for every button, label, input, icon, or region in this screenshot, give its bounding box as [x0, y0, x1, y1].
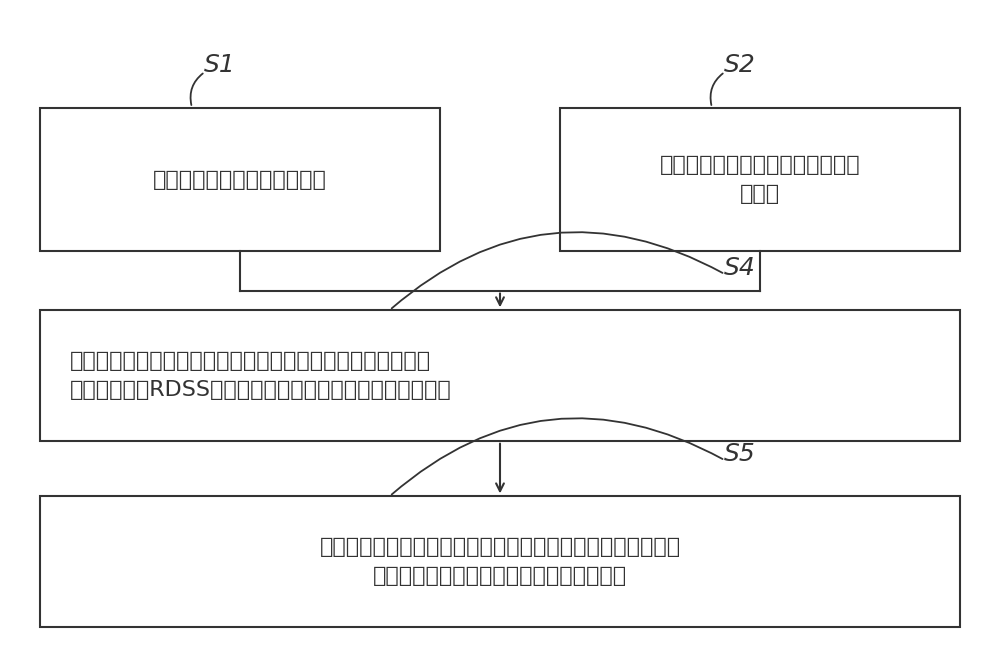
Bar [40, 108, 440, 251]
Text: 实时采集射线装置的位置信息和运
行参数: 实时采集射线装置的位置信息和运 行参数 [660, 155, 860, 204]
Text: S4: S4 [724, 256, 756, 279]
Text: 根据客户端操作者的指纹信息、射线装置的位置信息以及运行
参数，对射线装置的运行状态进行实时监测: 根据客户端操作者的指纹信息、射线装置的位置信息以及运行 参数，对射线装置的运行状… [319, 537, 681, 586]
Text: S5: S5 [724, 442, 756, 466]
Bar [40, 496, 960, 627]
Bar [40, 310, 960, 441]
Text: S2: S2 [724, 54, 756, 77]
Text: S1: S1 [204, 54, 236, 77]
Text: 获取客户端操作者的指纹信息: 获取客户端操作者的指纹信息 [153, 170, 327, 189]
Bar [560, 108, 960, 251]
Text: 将客户端操作者的指纹信息、射线装置的位置信息以及运行参
数，利用北斗RDSS短报文通信的方式传输至数据终端服务器: 将客户端操作者的指纹信息、射线装置的位置信息以及运行参 数，利用北斗RDSS短报… [70, 351, 452, 400]
